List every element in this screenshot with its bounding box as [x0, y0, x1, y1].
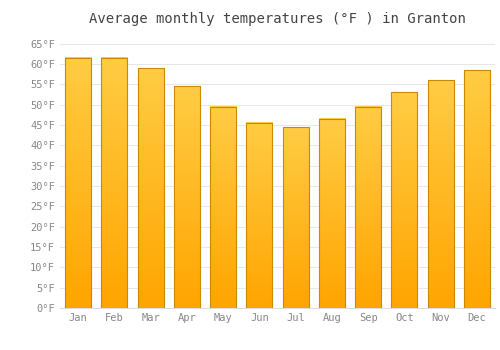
- Bar: [138, 68, 164, 308]
- Bar: [174, 86, 200, 308]
- Bar: [102, 58, 128, 308]
- Bar: [210, 107, 236, 308]
- Bar: [355, 107, 381, 308]
- Bar: [355, 107, 381, 308]
- Bar: [138, 68, 164, 308]
- Bar: [319, 119, 345, 308]
- Bar: [464, 70, 490, 308]
- Bar: [464, 70, 490, 308]
- Bar: [174, 86, 200, 308]
- Title: Average monthly temperatures (°F ) in Granton: Average monthly temperatures (°F ) in Gr…: [89, 12, 466, 26]
- Bar: [246, 123, 272, 308]
- Bar: [392, 92, 417, 308]
- Bar: [246, 123, 272, 308]
- Bar: [282, 127, 308, 308]
- Bar: [319, 119, 345, 308]
- Bar: [65, 58, 91, 308]
- Bar: [282, 127, 308, 308]
- Bar: [210, 107, 236, 308]
- Bar: [428, 80, 454, 308]
- Bar: [392, 92, 417, 308]
- Bar: [428, 80, 454, 308]
- Bar: [102, 58, 128, 308]
- Bar: [65, 58, 91, 308]
